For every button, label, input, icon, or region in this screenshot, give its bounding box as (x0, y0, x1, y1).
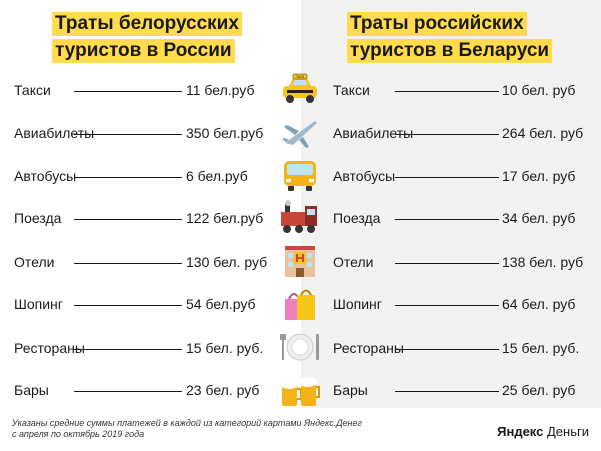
leader-line (74, 391, 182, 392)
row-label: Бары (333, 382, 368, 398)
leader-line (395, 219, 499, 220)
left-row-bars: Бары 23 бел. руб (14, 378, 284, 404)
taxi-icon: TAXI (283, 73, 317, 103)
row-label: Такси (14, 82, 51, 98)
row-label: Автобусы (14, 168, 77, 184)
leader-line (395, 263, 499, 264)
left-row-trains: Поезда 122 бел.руб (14, 206, 284, 232)
right-row-buses: Автобусы 17 бел. руб (333, 164, 593, 190)
row-value: 25 бел. руб (502, 382, 576, 398)
row-value: 54 бел.руб (186, 296, 256, 312)
left-row-taxi: Такси 11 бел.руб (14, 78, 284, 104)
row-value: 138 бел. руб (502, 254, 584, 270)
leader-line (74, 134, 182, 135)
leader-line (395, 305, 499, 306)
left-title-line2: туристов в России (52, 39, 235, 63)
row-value: 350 бел.руб (186, 125, 264, 141)
leader-line (74, 177, 182, 178)
leader-line (74, 349, 182, 350)
row-label: Поезда (333, 210, 381, 226)
left-row-shopping: Шопинг 54 бел.руб (14, 292, 284, 318)
leader-line (395, 134, 499, 135)
leader-line (395, 177, 499, 178)
left-panel (0, 0, 301, 408)
row-label: Шопинг (14, 296, 63, 312)
left-title: Траты белорусских туристов в России (52, 12, 282, 66)
leader-line (74, 305, 182, 306)
hotel-icon (285, 246, 315, 277)
row-value: 130 бел. руб (186, 254, 268, 270)
right-title-line2: туристов в Беларуси (347, 39, 553, 63)
row-label: Бары (14, 382, 49, 398)
footer-note: Указаны средние суммы платежей в каждой … (12, 418, 362, 440)
right-row-bars: Бары 25 бел. руб (333, 378, 593, 404)
shopping-bags-icon (285, 289, 315, 320)
right-title-line1: Траты российских (347, 12, 527, 36)
row-value: 15 бел. руб. (186, 340, 264, 356)
left-row-hotels: Отели 130 бел. руб (14, 250, 284, 276)
train-icon (281, 200, 317, 233)
row-value: 264 бел. руб (502, 125, 584, 141)
right-row-restaurants: Рестораны 15 бел. руб. (333, 336, 593, 362)
row-value: 15 бел. руб. (502, 340, 580, 356)
row-label: Отели (14, 254, 55, 270)
row-value: 34 бел. руб (502, 210, 576, 226)
brand-logo: Яндекс Деньги (497, 424, 589, 439)
row-label: Автобусы (333, 168, 396, 184)
row-label: Авиабилеты (333, 125, 414, 141)
row-label: Рестораны (333, 340, 404, 356)
right-row-shopping: Шопинг 64 бел. руб (333, 292, 593, 318)
taxi-sign-text: TAXI (296, 74, 305, 79)
left-row-flights: Авиабилеты 350 бел.руб (14, 121, 284, 147)
right-row-flights: Авиабилеты 264 бел. руб (333, 121, 593, 147)
right-title: Траты российских туристов в Беларуси (347, 12, 587, 66)
row-label: Такси (333, 82, 370, 98)
leader-line (395, 391, 499, 392)
row-value: 11 бел.руб (186, 82, 255, 98)
row-label: Поезда (14, 210, 62, 226)
row-value: 64 бел. руб (502, 296, 576, 312)
right-row-hotels: Отели 138 бел. руб (333, 250, 593, 276)
footer-note-line1: Указаны средние суммы платежей в каждой … (12, 418, 362, 428)
beer-mugs-icon (280, 377, 320, 406)
leader-line (74, 219, 182, 220)
row-value: 122 бел.руб (186, 210, 264, 226)
leader-line (395, 349, 499, 350)
footer-note-line2: с апреля по октябрь 2019 года (12, 429, 145, 439)
right-row-taxi: Такси 10 бел. руб (333, 78, 593, 104)
left-row-buses: Автобусы 6 бел.руб (14, 164, 284, 190)
row-label: Шопинг (333, 296, 382, 312)
right-row-trains: Поезда 34 бел. руб (333, 206, 593, 232)
row-value: 6 бел.руб (186, 168, 248, 184)
left-row-restaurants: Рестораны 15 бел. руб. (14, 336, 284, 362)
airplane-icon (282, 121, 317, 148)
row-value: 23 бел. руб (186, 382, 260, 398)
row-label: Рестораны (14, 340, 85, 356)
row-value: 10 бел. руб (502, 82, 576, 98)
row-label: Авиабилеты (14, 125, 95, 141)
brand-name: Яндекс (497, 424, 544, 439)
brand-product: Деньги (547, 424, 589, 439)
row-label: Отели (333, 254, 374, 270)
plate-cutlery-icon (280, 333, 319, 361)
leader-line (74, 263, 182, 264)
right-panel (301, 0, 601, 408)
leader-line (74, 91, 182, 92)
leader-line (395, 91, 499, 92)
left-title-line1: Траты белорусских (52, 12, 242, 36)
bus-icon (284, 161, 316, 191)
row-value: 17 бел. руб (502, 168, 576, 184)
